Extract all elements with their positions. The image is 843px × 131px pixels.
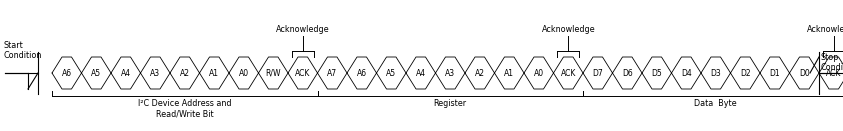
Text: A1: A1 — [209, 69, 219, 78]
Text: D1: D1 — [770, 69, 780, 78]
Text: A0: A0 — [534, 69, 544, 78]
Text: D7: D7 — [593, 69, 603, 78]
Text: Stop
Condition: Stop Condition — [821, 53, 843, 72]
Text: Register: Register — [433, 99, 467, 108]
Text: A6: A6 — [357, 69, 367, 78]
Text: A2: A2 — [180, 69, 190, 78]
Text: I²C Device Address and
Read/Write Bit: I²C Device Address and Read/Write Bit — [138, 99, 232, 118]
Text: A0: A0 — [239, 69, 249, 78]
Text: A4: A4 — [416, 69, 426, 78]
Text: ACK: ACK — [826, 69, 841, 78]
Text: Acknowledge: Acknowledge — [541, 25, 595, 34]
Text: D3: D3 — [711, 69, 721, 78]
Text: D2: D2 — [740, 69, 750, 78]
Text: ACK: ACK — [295, 69, 310, 78]
Text: Start
Condition: Start Condition — [4, 41, 42, 60]
Text: Data  Byte: Data Byte — [695, 99, 737, 108]
Text: D5: D5 — [652, 69, 662, 78]
Text: A5: A5 — [386, 69, 396, 78]
Text: A6: A6 — [62, 69, 72, 78]
Text: A5: A5 — [91, 69, 101, 78]
Text: D4: D4 — [681, 69, 691, 78]
Text: A3: A3 — [150, 69, 160, 78]
Text: ACK: ACK — [561, 69, 576, 78]
Text: Acknowledge: Acknowledge — [807, 25, 843, 34]
Text: Acknowledge: Acknowledge — [276, 25, 330, 34]
Text: D6: D6 — [622, 69, 632, 78]
Text: A1: A1 — [504, 69, 514, 78]
Text: A3: A3 — [445, 69, 455, 78]
Text: A2: A2 — [475, 69, 485, 78]
Text: R/W: R/W — [266, 69, 281, 78]
Text: D0: D0 — [799, 69, 809, 78]
Text: A4: A4 — [121, 69, 131, 78]
Text: A7: A7 — [327, 69, 337, 78]
